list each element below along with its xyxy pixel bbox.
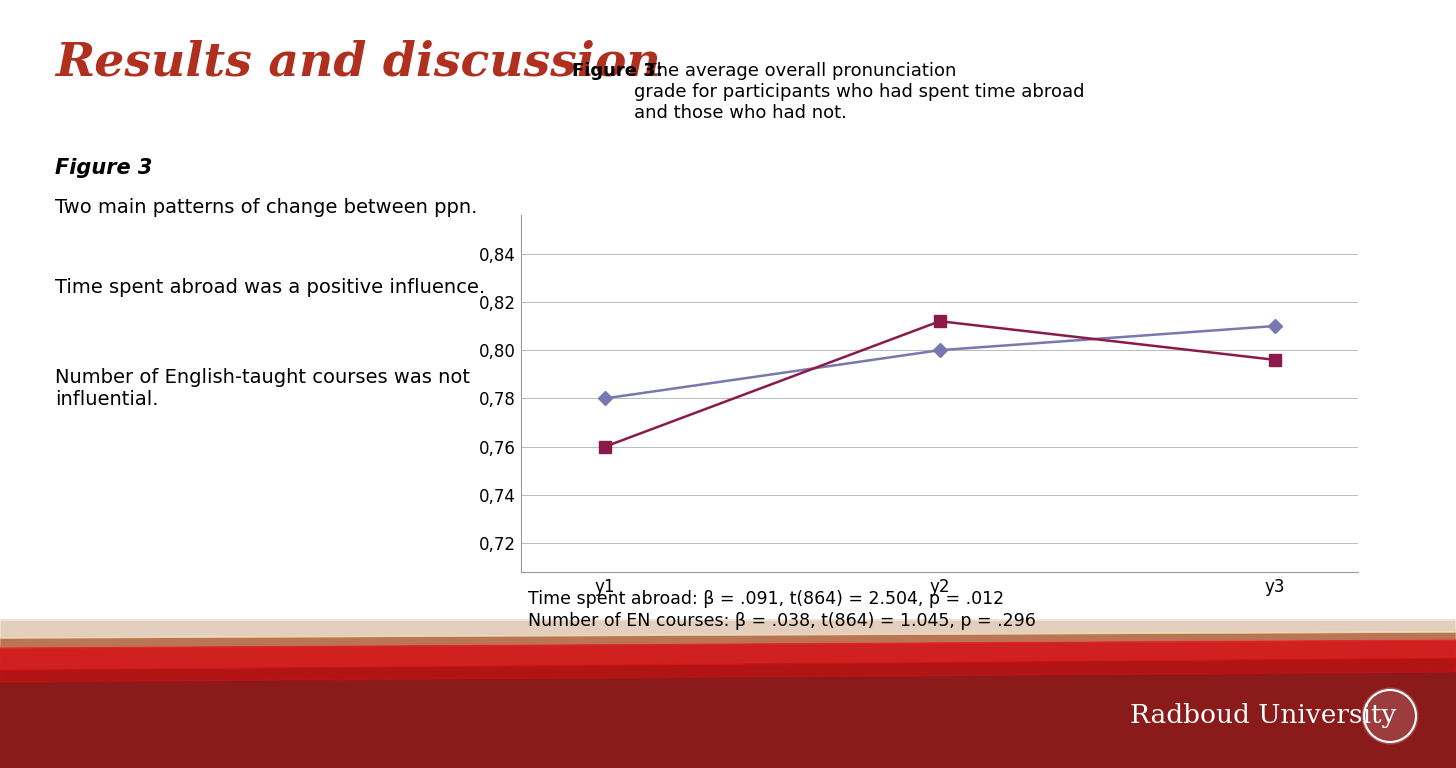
Bar — [0, 620, 1456, 768]
Text: The average overall pronunciation
grade for participants who had spent time abro: The average overall pronunciation grade … — [633, 62, 1085, 121]
Text: Figure 3:: Figure 3: — [572, 62, 662, 80]
Polygon shape — [0, 640, 1456, 670]
Text: Figure 3: Figure 3 — [55, 158, 153, 178]
Text: Number of English-taught courses was not
influential.: Number of English-taught courses was not… — [55, 368, 470, 409]
Polygon shape — [0, 620, 1456, 638]
Polygon shape — [0, 658, 1456, 682]
Text: Two main patterns of change between ppn.: Two main patterns of change between ppn. — [55, 198, 478, 217]
Text: Time spent abroad was a positive influence.: Time spent abroad was a positive influen… — [55, 278, 485, 297]
Text: Radboud University: Radboud University — [1130, 703, 1396, 729]
Text: Results and discussion: Results and discussion — [55, 40, 661, 86]
Text: Number of EN courses: β = .038, t(864) = 1.045, p = .296: Number of EN courses: β = .038, t(864) =… — [529, 612, 1035, 630]
Polygon shape — [0, 632, 1456, 648]
Circle shape — [1361, 688, 1418, 744]
Text: Time spent abroad: β = .091, t(864) = 2.504, p = .012: Time spent abroad: β = .091, t(864) = 2.… — [529, 590, 1005, 608]
